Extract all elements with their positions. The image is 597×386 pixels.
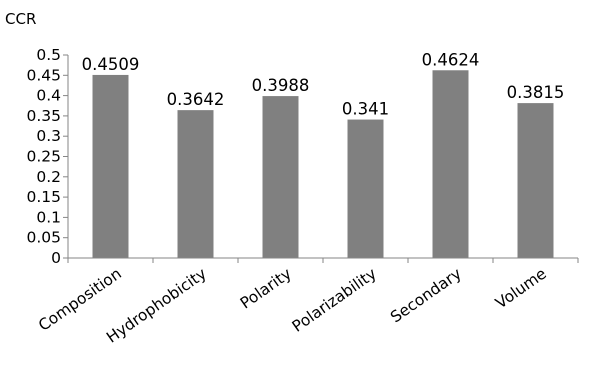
y-tick-label: 0.45	[26, 66, 61, 84]
bar-hydrophobicity	[177, 110, 214, 258]
y-axis-label: CCR	[5, 10, 36, 28]
bar-secondary	[432, 70, 469, 259]
y-tick-label: 0.4	[36, 87, 61, 105]
x-tick-label: Polarizability	[289, 265, 380, 336]
bar-polarity	[262, 96, 299, 259]
y-tick-label: 0	[51, 249, 61, 267]
data-label: 0.3815	[507, 83, 565, 102]
x-tick-label: Composition	[35, 265, 125, 335]
bar-composition	[92, 74, 129, 258]
x-tick-label: Volume	[492, 265, 550, 313]
data-label: 0.3988	[252, 76, 310, 95]
data-label: 0.4624	[422, 50, 480, 69]
y-tick-label: 0.15	[26, 188, 61, 206]
x-tick-label: Polarity	[237, 265, 295, 313]
x-tick-label: Secondary	[387, 265, 465, 327]
bar-polarizability	[347, 119, 384, 258]
y-tick-label: 0.35	[26, 107, 61, 125]
data-label: 0.341	[342, 100, 389, 119]
data-label: 0.3642	[167, 90, 225, 109]
y-tick-label: 0.25	[26, 148, 61, 166]
y-tick-label: 0.1	[36, 208, 61, 226]
y-tick-label: 0.05	[26, 229, 61, 247]
y-axis: 0 0.05 0.1 0.15 0.2 0.25 0.3 0.35 0.4 0.45 0.5	[26, 46, 69, 267]
y-tick-label: 0.3	[36, 127, 61, 145]
y-tick-label: 0.5	[36, 46, 61, 64]
data-label: 0.4509	[82, 55, 140, 74]
bars: 0.4509 0.3642 0.3988 0.341 0.4624 0.3815	[82, 50, 565, 259]
y-tick-label: 0.2	[36, 168, 61, 186]
bar-volume	[517, 103, 554, 259]
